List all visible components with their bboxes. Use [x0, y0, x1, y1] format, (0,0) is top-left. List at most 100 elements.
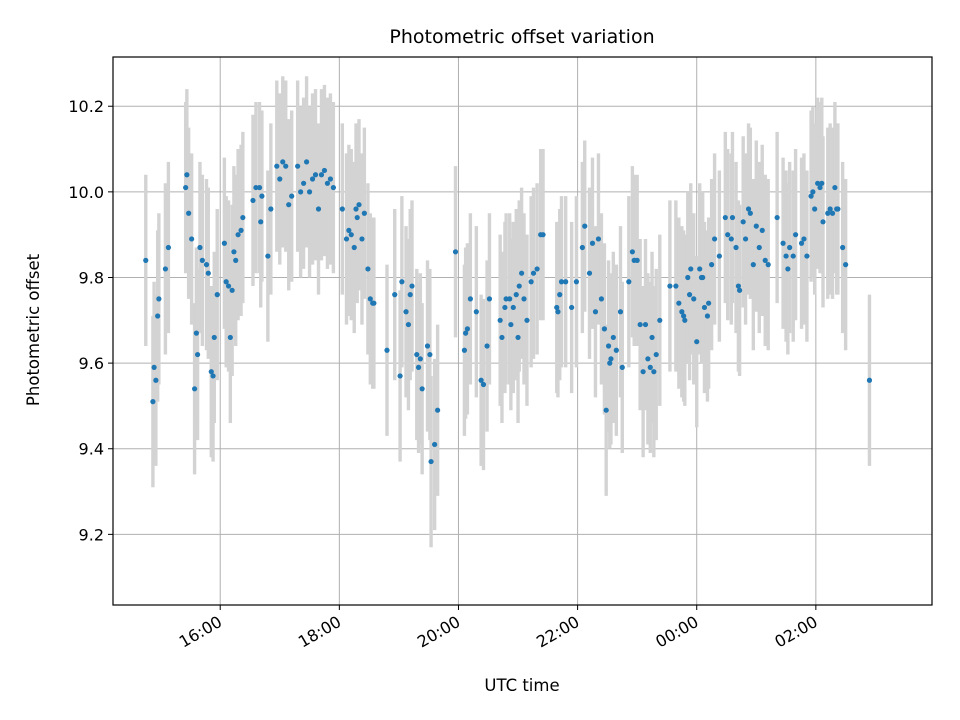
data-point	[303, 159, 310, 165]
data-point	[399, 279, 405, 285]
data-point	[502, 304, 508, 311]
data-point	[480, 381, 487, 388]
data-point	[221, 240, 227, 246]
data-points	[143, 159, 873, 465]
data-point	[653, 351, 659, 358]
data-point	[203, 262, 210, 268]
data-point	[759, 227, 765, 233]
data-point	[184, 172, 190, 178]
data-point	[820, 219, 826, 225]
data-point	[607, 360, 613, 366]
data-point	[801, 236, 807, 242]
data-point	[563, 279, 569, 285]
data-point	[573, 279, 580, 285]
data-point	[298, 189, 304, 195]
data-point	[397, 373, 403, 379]
data-point	[783, 253, 789, 259]
data-point	[598, 296, 605, 302]
data-point	[367, 296, 373, 302]
y-tick-label: 9.4	[79, 440, 104, 459]
data-point	[405, 321, 412, 328]
data-point	[691, 296, 697, 302]
data-point	[199, 257, 205, 263]
data-point	[193, 330, 199, 336]
data-point	[407, 292, 413, 298]
data-point	[589, 240, 596, 246]
plot-frame	[112, 56, 933, 606]
data-point	[365, 266, 371, 272]
data-point	[524, 317, 530, 323]
data-point	[513, 292, 519, 298]
data-point	[240, 214, 246, 221]
data-point	[711, 236, 718, 242]
data-point	[686, 292, 693, 298]
data-point	[667, 283, 673, 289]
data-point	[463, 330, 469, 336]
data-point	[223, 279, 229, 285]
data-point	[528, 279, 534, 285]
data-point	[233, 257, 239, 263]
data-point	[790, 253, 796, 259]
data-point	[343, 236, 350, 242]
data-point	[812, 206, 818, 212]
data-point	[508, 321, 514, 328]
data-point	[503, 296, 509, 302]
data-point	[753, 223, 759, 229]
data-point	[277, 176, 283, 182]
data-point	[414, 351, 420, 358]
data-point	[756, 244, 762, 251]
data-point	[866, 377, 873, 383]
data-point	[229, 287, 235, 293]
data-point	[327, 176, 334, 182]
data-point	[640, 369, 646, 375]
data-point	[787, 244, 793, 251]
data-point	[428, 458, 434, 465]
data-point	[507, 296, 513, 302]
data-point	[521, 296, 527, 302]
data-point	[256, 184, 263, 191]
data-point	[253, 184, 259, 191]
data-point	[351, 244, 357, 251]
data-point	[473, 309, 479, 315]
data-point	[681, 313, 687, 319]
data-point	[464, 326, 471, 332]
data-point	[649, 334, 655, 341]
data-point	[515, 334, 521, 341]
data-point	[403, 309, 409, 315]
data-point	[259, 193, 265, 199]
data-point	[486, 296, 493, 302]
y-tick-label: 9.8	[79, 268, 104, 287]
data-point	[634, 257, 640, 263]
data-point	[679, 309, 685, 315]
data-point	[318, 172, 325, 178]
data-point	[419, 386, 425, 392]
data-point	[238, 227, 244, 233]
data-point	[579, 244, 585, 251]
data-point	[626, 279, 632, 285]
data-point	[785, 266, 791, 272]
data-point	[280, 159, 286, 165]
data-point	[716, 253, 722, 259]
data-point	[540, 232, 546, 238]
data-point	[150, 399, 156, 405]
data-point	[582, 223, 588, 229]
data-point	[557, 292, 563, 298]
data-point	[346, 227, 352, 233]
data-point	[742, 236, 749, 242]
data-point	[554, 304, 560, 311]
data-point	[143, 257, 149, 263]
data-point	[268, 206, 274, 212]
x-axis-label: UTC time	[484, 676, 559, 695]
data-point	[156, 296, 162, 302]
data-point	[810, 189, 816, 195]
data-point	[231, 249, 237, 255]
data-point	[339, 206, 345, 212]
data-point	[586, 270, 593, 276]
data-point	[737, 287, 743, 293]
data-point	[353, 206, 359, 212]
data-point	[321, 167, 328, 174]
data-point	[530, 270, 537, 276]
data-point	[792, 232, 799, 238]
data-point	[348, 232, 354, 238]
data-point	[214, 292, 220, 298]
